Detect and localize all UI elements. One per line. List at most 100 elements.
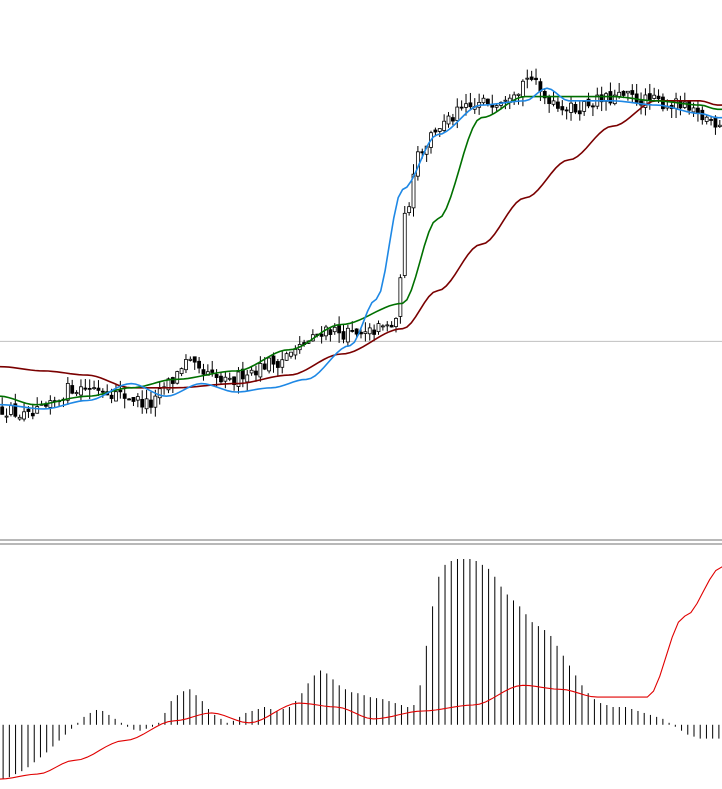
candle xyxy=(227,372,232,382)
candle xyxy=(481,94,486,105)
candle xyxy=(717,120,722,128)
candle xyxy=(477,93,482,115)
candle xyxy=(385,321,390,332)
moving-average-fast xyxy=(0,87,722,410)
candle xyxy=(643,88,648,116)
candle xyxy=(127,397,131,401)
signal-line xyxy=(0,566,722,780)
candle xyxy=(534,68,538,85)
candle xyxy=(275,358,280,376)
histogram-bars xyxy=(2,558,720,780)
candle xyxy=(345,324,350,347)
candle xyxy=(324,324,328,341)
candle xyxy=(437,128,442,138)
candle xyxy=(144,389,149,414)
candle xyxy=(267,357,272,374)
candle xyxy=(297,336,302,354)
candle xyxy=(389,321,394,328)
candle xyxy=(122,386,127,409)
candle xyxy=(551,91,556,107)
price-panel xyxy=(0,68,722,423)
candle xyxy=(280,350,285,374)
candle xyxy=(674,92,678,119)
candle xyxy=(284,351,289,361)
candle xyxy=(608,82,613,106)
candle xyxy=(516,93,521,105)
candle xyxy=(223,371,228,389)
moving-average-mid xyxy=(0,95,722,406)
candle xyxy=(0,397,5,415)
candle xyxy=(197,357,201,374)
candle xyxy=(591,103,595,117)
candle xyxy=(468,92,473,111)
candle xyxy=(48,395,53,415)
candle xyxy=(131,397,136,407)
candle xyxy=(669,101,674,118)
candle xyxy=(22,402,26,422)
candle xyxy=(35,397,40,414)
candle xyxy=(328,327,333,342)
candle xyxy=(398,274,403,324)
candle xyxy=(341,324,346,344)
candle xyxy=(337,316,342,343)
candle xyxy=(450,113,455,126)
candle xyxy=(83,378,88,391)
candle xyxy=(696,100,700,122)
candle xyxy=(179,367,184,377)
candle xyxy=(525,69,530,89)
candle xyxy=(214,369,219,387)
candle xyxy=(464,93,468,116)
candle xyxy=(630,84,635,104)
candle xyxy=(380,324,385,331)
oscillator-panel xyxy=(0,558,722,780)
candle xyxy=(402,206,407,279)
candle xyxy=(376,320,381,335)
candle xyxy=(293,345,298,360)
candle xyxy=(9,402,13,417)
candle xyxy=(157,380,162,405)
candle xyxy=(245,369,250,391)
candle xyxy=(188,356,193,362)
candle xyxy=(573,101,578,115)
candle xyxy=(201,363,206,381)
candle xyxy=(192,356,197,370)
candle xyxy=(704,114,709,125)
candle xyxy=(4,408,9,423)
candle xyxy=(175,370,180,385)
candle xyxy=(582,100,587,116)
candle xyxy=(367,323,372,341)
candle xyxy=(564,106,569,120)
candle xyxy=(407,202,412,216)
candle xyxy=(74,390,79,397)
candle xyxy=(556,97,560,112)
candle xyxy=(626,90,630,101)
candle xyxy=(153,389,158,417)
candle xyxy=(30,404,35,420)
candle xyxy=(79,379,83,401)
candle xyxy=(411,164,416,217)
candle xyxy=(149,391,153,414)
candle xyxy=(17,414,22,421)
candle xyxy=(65,377,70,405)
candle xyxy=(184,354,188,374)
candle xyxy=(446,112,451,128)
candle xyxy=(271,352,276,373)
candle xyxy=(709,115,713,126)
candle xyxy=(372,324,377,342)
candle xyxy=(612,89,617,106)
candle xyxy=(700,106,705,125)
candle xyxy=(652,87,657,100)
candle xyxy=(459,100,464,111)
candle xyxy=(140,390,145,414)
candle xyxy=(433,127,438,136)
candle xyxy=(44,401,48,409)
candle xyxy=(363,322,368,342)
moving-average-slow xyxy=(0,100,722,389)
candle xyxy=(70,379,75,395)
candle xyxy=(599,86,604,112)
candle xyxy=(254,365,258,382)
candle xyxy=(661,93,665,112)
candle xyxy=(647,83,652,110)
